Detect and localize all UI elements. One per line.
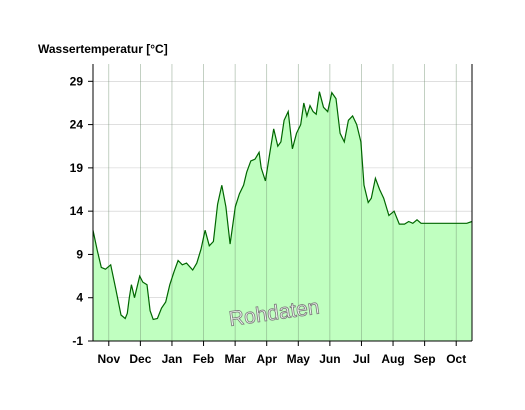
y-tick-label: 19 — [70, 161, 84, 175]
x-tick-label: Apr — [256, 352, 277, 366]
y-tick-label: 4 — [76, 291, 83, 305]
y-tick-label: -1 — [72, 334, 83, 348]
y-tick-label: 24 — [70, 118, 84, 132]
temperature-line — [92, 91, 473, 321]
y-axis-label: Wassertemperatur [°C] — [38, 42, 168, 56]
y-tick-label: 14 — [70, 204, 84, 218]
x-tick-label: May — [287, 352, 311, 366]
y-tick-label: 9 — [76, 247, 83, 261]
x-tick-label: Mar — [224, 352, 246, 366]
month-lines — [108, 64, 457, 341]
axes — [88, 64, 473, 346]
x-tick-label: Feb — [193, 352, 214, 366]
x-tick-label: Nov — [97, 352, 120, 366]
temperature-area — [93, 91, 472, 341]
y-tick-labels: 29 24 19 14 9 4 -1 — [70, 74, 84, 348]
x-tick-label: Dec — [129, 352, 151, 366]
x-tick-label: Jan — [162, 352, 183, 366]
x-tick-label: Oct — [446, 352, 466, 366]
x-tick-label: Aug — [381, 352, 404, 366]
x-tick-labels: Nov Dec Jan Feb Mar Apr May Jun Jul Aug Sep Oct — [97, 352, 466, 366]
y-tick-label: 29 — [70, 74, 84, 88]
x-tick-label: Jun — [319, 352, 340, 366]
x-tick-label: Jul — [353, 352, 370, 366]
x-tick-label: Sep — [414, 352, 436, 366]
